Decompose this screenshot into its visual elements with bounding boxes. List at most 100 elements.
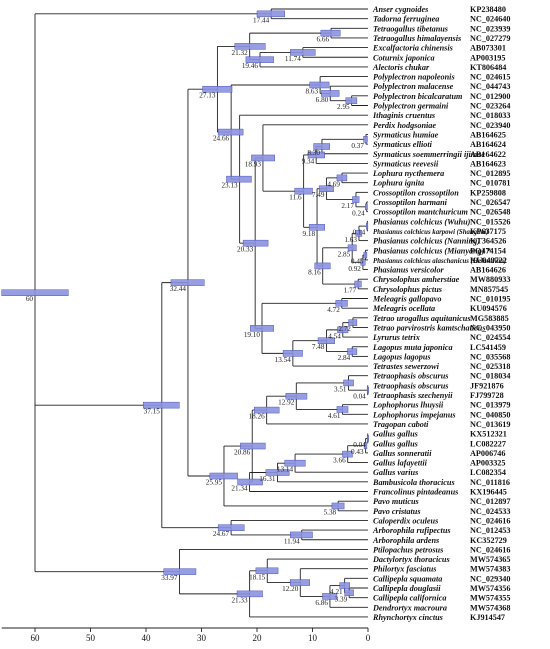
taxon-name: Philortyx fasciatus [373,565,436,574]
hpd-bar [256,10,285,18]
hpd-bar [344,589,354,597]
taxon-name: Ptilopachus petrosus [373,545,443,554]
node-age-label: 18.15 [249,573,266,581]
taxon-name: Polyplectron napoleonis [373,73,455,82]
accession-number: NC_024616 [470,516,510,525]
node-age-label: 20.86 [234,449,251,457]
accession-number: NC_027279 [470,34,510,43]
taxon-name: Rhynchortyx cinctus [372,613,443,622]
node-age-label: 6.80 [316,96,329,104]
taxon-name: Arborophila ardens [372,536,439,545]
taxon-name: Phasianus colchicus karpowi (Shanghai) [373,229,488,236]
node-age-label: 13.54 [275,356,292,364]
taxon-name: Bambusicola thoracicus [372,478,455,487]
hpd-bar [245,56,274,63]
node-age-label: 32.44 [170,285,187,293]
accession-number: NC_024533 [470,507,510,516]
hpd-bar [234,43,266,50]
taxon-name: Phasianus versicolor [373,266,445,275]
node-age-label: 1.77 [344,287,357,295]
hpd-bar [366,435,369,442]
node-age-label: 4.69 [327,180,340,188]
accession-number: AP003325 [470,459,505,468]
node-age-label: 0.45 [351,258,364,266]
accession-number: NC_026548 [470,208,510,217]
accession-number: NC_029340 [470,574,510,583]
node-age-label: 8.30 [307,149,320,157]
taxon-name: Syrmaticus reevesii [373,159,439,168]
hpd-bar [237,478,263,486]
taxon-name: Meleagris ocellata [372,304,435,313]
time-axis-tick-label: 50 [86,633,96,643]
hpd-bar [318,185,334,192]
taxon-name: Polyplectron malacense [373,82,454,91]
taxon-name: Callipepla douglasii [373,584,441,593]
accession-number: NC_024616 [470,545,510,554]
taxon-name: Crossoptilon mantchuricum [373,208,468,217]
taxon-name: Lagopus muta japonica [372,343,453,352]
hpd-bar [363,442,368,449]
accession-number: NC_024554 [470,333,510,342]
accession-number: NC_012453 [470,526,510,535]
hpd-bar [348,319,358,326]
node-age-label: 25.95 [206,479,223,487]
accession-number: NC_043950 [470,323,510,332]
accession-number: MW880933 [470,275,510,284]
accession-number: KP637175 [470,227,506,236]
accession-number: NC_024640 [470,15,510,24]
node-age-label: 3.39 [335,595,348,603]
accession-number: NC_044743 [470,82,510,91]
accession-number: AB164626 [470,266,506,275]
hpd-bar [242,239,269,247]
taxon-name: Tetraogallus tibetanus [373,24,448,33]
node-age-label: 4.72 [327,306,340,314]
node-age-label: 13.14 [277,466,294,474]
node-age-label: 18.93 [245,160,262,168]
taxon-name: Lophophorus lhuysii [372,401,444,410]
accession-number: NC_025318 [470,362,510,371]
accession-number: AB164622 [470,150,506,159]
taxon-name: Crossoptilon crossoptilon [373,188,459,197]
node-age-label: 3.51 [334,385,347,393]
taxon-name: Tetrao parvirostris kamtschaticus [373,323,486,332]
hpd-bar [335,300,348,307]
hpd-bar [1,289,69,296]
node-age-label: 0.14 [353,229,366,237]
hpd-bar [321,90,340,97]
hpd-bar [339,582,350,589]
accession-number: NC_013619 [470,420,510,429]
taxon-name: Phasianus colchicus (Nanning) [373,237,480,246]
node-age-label: 11.6 [289,194,302,202]
accession-number: NC_015526 [470,217,510,226]
node-age-label: 21.33 [231,596,248,604]
hpd-bar [345,97,358,104]
node-age-label: 11.74 [285,55,301,63]
hpd-bar [354,280,362,288]
accession-number: NC_040850 [470,410,510,419]
taxon-name: Lagopus lagopus [372,352,431,361]
node-age-label: 8.16 [308,268,321,276]
taxon-name: Perdix hodgsoniae [373,121,436,130]
taxon-name: Tetraogallus himalayensis [373,34,461,43]
taxon-name: Polyplectron bicalcaratum [373,92,462,101]
node-age-label: 2.84 [338,354,351,362]
accession-number: NC_035568 [470,352,510,361]
taxon-name: Lophophorus impejanus [372,410,456,419]
taxon-name: Arborophila rufipectus [372,526,451,535]
taxon-name: Alectoris chukar [372,63,430,72]
accession-number: PQ474154 [470,246,506,255]
hpd-bar [307,151,325,159]
accession-number: NC_023264 [470,102,510,111]
taxon-name: Tadorna ferruginea [373,15,439,24]
node-age-label: 0.92 [348,265,361,273]
node-age-label: 2.72 [338,325,351,333]
node-age-label: 12.20 [282,585,299,593]
node-age-label: 21.34 [231,485,248,493]
hpd-bar [363,251,368,259]
accession-number: KP259808 [470,188,506,197]
accession-number: NC_011816 [470,478,510,487]
taxon-name: Pavo muticus [373,497,419,506]
node-age-label: 19.10 [244,331,261,339]
node-age-label: 7.49 [312,191,325,199]
